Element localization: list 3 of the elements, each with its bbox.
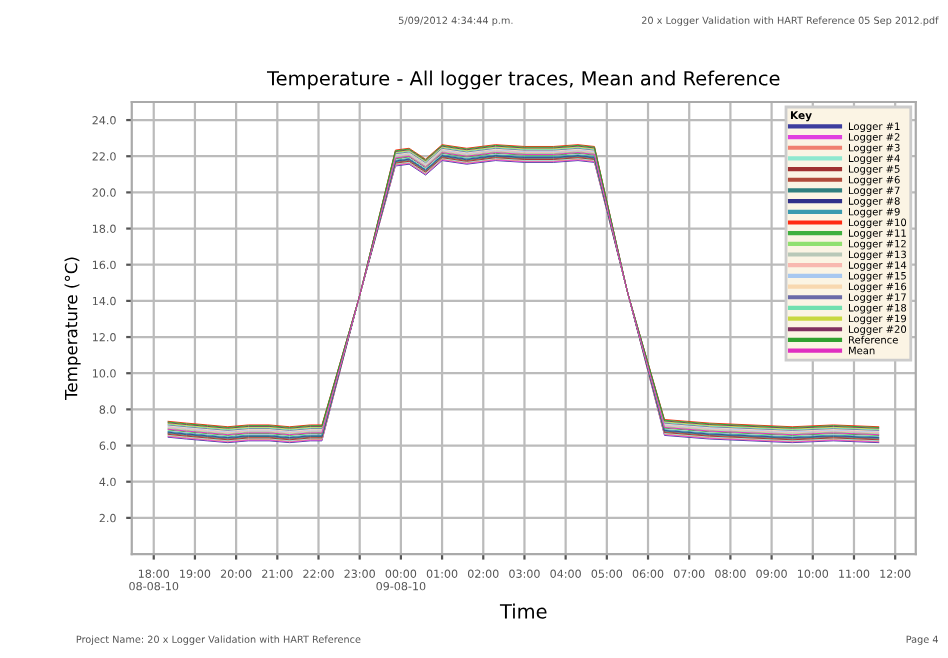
y-axis-title: Temperature (°C)	[64, 257, 81, 400]
x-axis-title: Time	[499, 603, 547, 619]
chart-title: Temperature - All logger traces, Mean and Reference	[266, 70, 780, 90]
